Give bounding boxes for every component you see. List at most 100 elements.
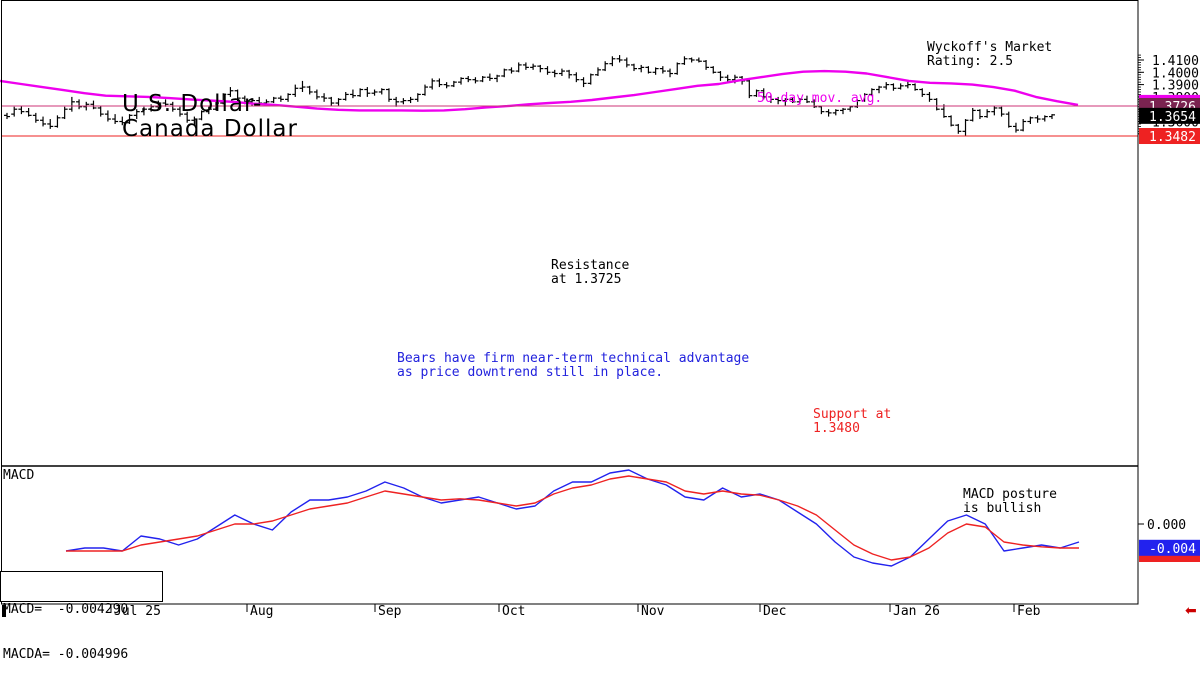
moving-average-layer — [0, 69, 1079, 112]
price-bar — [119, 116, 126, 126]
price-bar — [508, 67, 515, 74]
price-bar — [1012, 122, 1019, 133]
price-bar — [436, 78, 443, 88]
price-bar — [940, 104, 947, 118]
price-bar — [948, 115, 955, 127]
x-tick-label: Sep — [378, 604, 402, 619]
price-bar — [897, 83, 904, 90]
price-bar — [494, 74, 501, 83]
price-bar — [328, 96, 335, 106]
price-bar — [976, 109, 983, 120]
price-bar — [4, 112, 10, 120]
price-bar — [904, 80, 911, 89]
price-bar — [306, 85, 313, 95]
price-bar — [695, 57, 702, 63]
macd-badge: -0.004 — [1139, 539, 1200, 557]
price-bar — [868, 88, 875, 96]
price-bar — [378, 88, 385, 95]
price-bar — [321, 93, 328, 102]
price-bar — [385, 88, 392, 102]
price-bar — [818, 105, 825, 115]
price-bar — [371, 89, 378, 96]
price-bar — [530, 63, 537, 70]
price-bar — [25, 107, 32, 117]
price-bar — [969, 107, 976, 122]
price-bar — [832, 109, 839, 116]
price-bar — [840, 107, 846, 115]
price-bar — [753, 89, 760, 97]
price-bar — [933, 98, 940, 111]
price-bar — [587, 73, 594, 85]
price-bar — [47, 119, 54, 129]
price-bar — [414, 93, 421, 102]
price-bar — [594, 67, 601, 76]
price-bar — [479, 75, 486, 83]
price-bar — [580, 77, 587, 88]
price-bar — [400, 98, 407, 105]
price-bar — [883, 82, 890, 90]
last-price-badge: 1.3654 — [1139, 107, 1200, 125]
price-bar — [724, 74, 731, 83]
price-bar — [68, 96, 75, 112]
macd-readout: MACD= -0.004290 MACDA= -0.004996 — [0, 571, 163, 662]
axis-layer: 1.41001.40001.39001.38001.37001.36001.35… — [2, 54, 1200, 619]
price-bar — [1020, 119, 1027, 132]
price-bar — [688, 57, 695, 63]
price-bar — [782, 98, 789, 106]
price-bar — [393, 96, 400, 107]
price-bar — [501, 68, 508, 78]
price-bar — [861, 93, 868, 102]
plot-border — [1, 0, 1139, 605]
moving-average-line — [0, 69, 1079, 112]
macd-layer — [65, 469, 1080, 567]
price-bar — [760, 88, 767, 100]
x-tick-label: Aug — [250, 604, 273, 619]
price-bars — [4, 55, 1055, 137]
price-bar — [292, 84, 299, 97]
x-axis-start-marker — [2, 605, 6, 617]
scroll-left-arrow-icon[interactable]: ⬅ — [1185, 603, 1197, 619]
price-bar — [357, 88, 364, 97]
price-bar — [169, 101, 176, 112]
macd-readout-value: MACD= -0.004290 — [3, 602, 129, 617]
x-tick-label: Oct — [502, 604, 525, 619]
price-bar — [299, 80, 306, 92]
price-bar — [227, 87, 234, 97]
price-bar — [667, 68, 674, 78]
price-bar — [717, 71, 724, 81]
price-bar — [1049, 114, 1055, 120]
price-bar — [674, 62, 681, 75]
price-bar — [234, 89, 241, 102]
price-bar — [847, 105, 854, 112]
price-bar — [746, 79, 753, 99]
svg-text:-0.004: -0.004 — [1149, 542, 1196, 557]
chart-title: U.S. Dollar- Canada Dollar — [122, 91, 298, 142]
price-bar — [104, 110, 111, 122]
price-bar — [926, 91, 933, 102]
price-bar — [796, 98, 803, 105]
price-bar — [811, 99, 818, 108]
price-bar — [775, 96, 782, 105]
support-annotation: Support at 1.3480 — [813, 407, 892, 436]
price-bar — [61, 106, 68, 120]
x-tick-label: Nov — [641, 604, 665, 619]
price-bar — [789, 96, 796, 104]
macd-annotation: MACD posture is bullish — [963, 487, 1057, 516]
price-bar — [11, 106, 18, 117]
chart-canvas: 1.41001.40001.39001.38001.37001.36001.35… — [0, 0, 1200, 619]
chart-frame — [1, 0, 1139, 605]
price-bar — [364, 87, 371, 97]
svg-text:1.3482: 1.3482 — [1149, 130, 1196, 145]
price-bar — [537, 64, 544, 73]
price-bar — [912, 83, 919, 91]
price-bar — [609, 56, 616, 67]
price-bar — [544, 66, 551, 75]
svg-text:1.3654: 1.3654 — [1149, 110, 1196, 125]
y-tick-label: 1.4100 — [1152, 54, 1199, 69]
price-bar — [205, 106, 212, 115]
price-bar — [803, 95, 810, 104]
price-bar — [645, 66, 652, 74]
price-bar — [522, 62, 529, 70]
price-bar — [998, 106, 1005, 117]
price-bar — [335, 98, 342, 106]
